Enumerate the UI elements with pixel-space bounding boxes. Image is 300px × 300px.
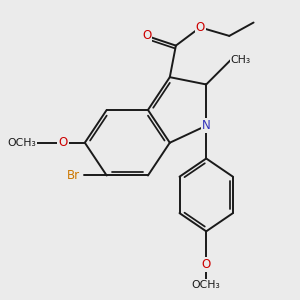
Text: O: O <box>58 136 68 149</box>
Text: OCH₃: OCH₃ <box>192 280 220 290</box>
Text: O: O <box>202 258 211 271</box>
Text: OCH₃: OCH₃ <box>8 138 36 148</box>
Text: O: O <box>196 21 205 34</box>
Text: O: O <box>142 29 152 42</box>
Text: N: N <box>202 119 211 132</box>
Text: Br: Br <box>67 169 80 182</box>
Text: CH₃: CH₃ <box>230 55 250 65</box>
